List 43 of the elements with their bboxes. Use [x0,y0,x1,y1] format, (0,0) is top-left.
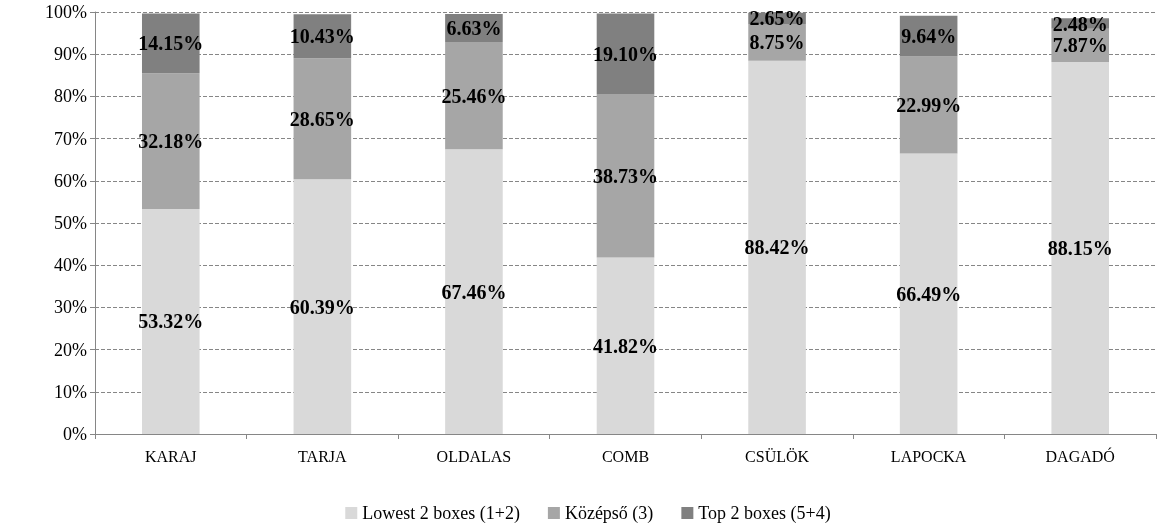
y-tick-label: 30% [54,297,87,318]
data-label: 6.63% [446,16,502,39]
data-label: 67.46% [441,280,507,303]
bar [899,153,958,434]
data-label: 28.65% [289,107,355,130]
x-tick-label: DAGADÓ [1045,446,1115,465]
data-label: 38.73% [593,164,658,187]
y-tick-label: 20% [54,339,87,360]
data-label: 53.32% [138,310,204,333]
x-tick-label: OLDALAS [436,447,512,465]
data-label: 25.46% [441,84,507,107]
data-label: 66.49% [896,282,962,305]
y-tick-label: 50% [54,213,87,233]
data-label: 7.87% [1052,34,1108,57]
data-label: 41.82% [593,334,658,357]
data-label: 2.65% [749,7,805,30]
y-tick-label: 0% [63,424,87,444]
bar [141,73,200,209]
data-label: 9.64% [901,25,957,48]
data-label: 60.39% [289,295,355,318]
data-label: 8.75% [749,31,805,54]
x-tick-label: TARJA [298,447,348,465]
legend-label: Lowest 2 boxes (1+2) [362,503,520,524]
x-tick-label: LAPOCKA [890,447,967,465]
bar [899,56,958,154]
data-label: 32.18% [138,130,204,153]
y-tick-label: 100% [45,2,87,22]
y-tick-label: 10% [54,381,87,402]
data-label: 22.99% [896,93,962,116]
x-tick-label: COMB [601,447,650,465]
data-label: 2.48% [1052,12,1108,35]
data-label: 88.42% [744,236,810,259]
legend-label: Középső (3) [564,503,654,524]
x-tick-label: CSÜLÖK [745,447,810,465]
x-tick-label: KARAJ [145,447,197,465]
y-tick-label: 60% [54,170,87,191]
legend-label: Top 2 boxes (5+4) [698,503,831,524]
bar [141,208,200,434]
data-label: 88.15% [1047,237,1113,259]
y-tick-label: 90% [54,44,87,65]
y-tick-label: 70% [54,128,87,149]
y-tick-label: 40% [54,255,87,276]
y-tick-label: 80% [54,86,87,107]
